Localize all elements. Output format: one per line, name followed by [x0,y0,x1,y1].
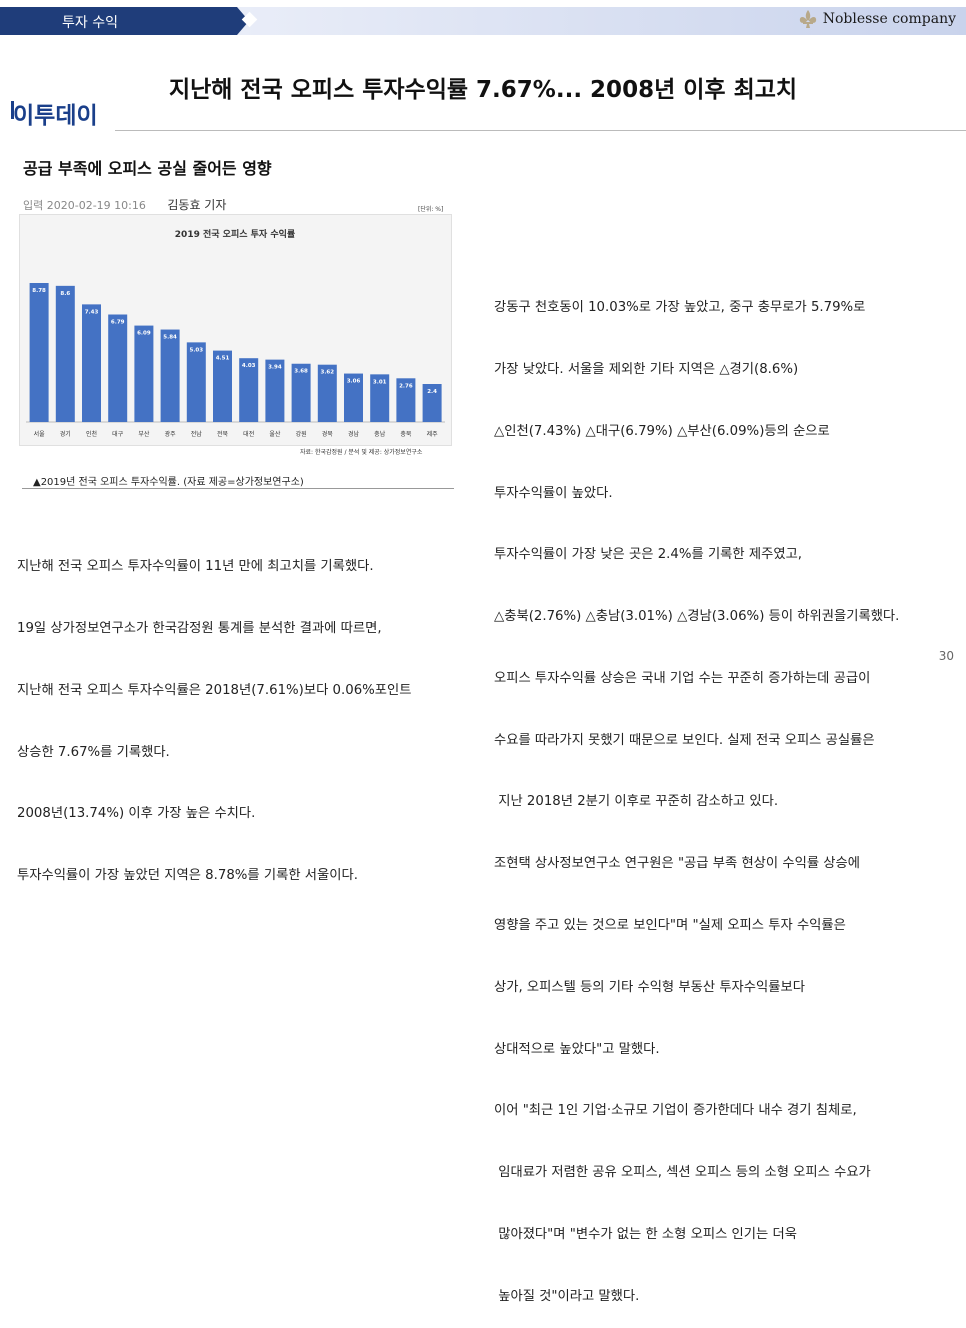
chart-category-label: 광주 [165,431,177,438]
chart-data-label: 5.84 [163,335,177,341]
paragraph-line: 투자수익률이 가장 낮은 곳은 2.4%를 기록한 제주였고, [494,547,803,563]
chart-category-label: 대구 [112,430,124,438]
chart-bar [317,364,337,422]
logo-mark [11,101,14,119]
chart-category-label: 강원 [296,430,307,438]
article-date: 입력 2020-02-19 10:16 [23,199,146,212]
chart-category-label: 인천 [86,430,97,438]
figure-caption: ▲2019년 전국 오피스 투자수익률. (자료 제공=상가정보연구소) [33,477,304,488]
chart-data-label: 8.6 [60,291,70,297]
paragraph-line: △충북(2.76%) △충남(3.01%) △경남(3.06%) 등이 하위권을… [494,609,900,625]
chart-title: 2019 전국 오피스 투자 수익률 [175,228,295,240]
paragraph-line: 수요를 따라가지 못했기 때문으로 보인다. 실제 전국 오피스 공실률은 [494,732,875,748]
bar-chart: 2019 전국 오피스 투자 수익률 8.78 서울 8.6 경기 7.43 인천 6.79… [26,228,445,438]
paragraph-line: 투자수익률이 가장 높았던 지역은 8.78%를 기록한 서울이다. [17,868,358,884]
chart-data-label: 3.01 [373,379,387,385]
article-byline: 입력 2020-02-19 10:16 김동효 기자 [23,196,226,213]
logo-divider [115,130,966,131]
chart-unit: [단위: %] [418,206,444,213]
brand-name: Noblesse company [799,10,956,28]
article-reporter: 김동효 기자 [167,198,227,212]
chart-bar [108,314,128,422]
caption-divider [22,488,454,489]
chart-data-label: 3.94 [268,365,282,371]
paragraph-line: 많아졌다"며 "변수가 없는 한 소형 오피스 인기는 더욱 [494,1226,797,1242]
paragraph-line: 지난해 전국 오피스 투자수익률이 11년 만에 최고치를 기록했다. [17,559,374,575]
chart-category-label: 서울 [34,430,46,438]
chart-bar [265,359,285,422]
section-label: 투자 수익 [62,15,118,31]
brand-text: Noblesse company [822,11,956,27]
paragraph-line: △인천(7.43%) △대구(6.79%) △부산(6.09%)등의 순으로 [494,423,830,439]
paragraph-line: 가장 낮았다. 서울을 제외한 기타 지역은 △경기(8.6%) [494,361,799,377]
chart-category-label: 제주 [427,430,439,438]
article-body-right: 강동구 천호동이 10.03%로 가장 높았고, 중구 충무로가 5.79%로 … [494,257,899,1328]
page-title: 지난해 전국 오피스 투자수익률 7.67%... 2008년 이후 최고치 [168,77,798,103]
paragraph-line: 투자수익률이 높았다. [494,485,613,501]
chart-category-label: 충북 [400,430,412,438]
chart-data-label: 3.06 [347,379,361,385]
chart-bar [29,283,49,422]
chart-bar [344,373,363,422]
chart-category-label: 충남 [374,430,386,438]
chart-source: 자료: 한국감정원 / 분석 및 제공: 상가정보연구소 [300,449,423,456]
chart-data-label: 6.09 [137,331,151,337]
chart-data-label: 3.68 [294,369,308,375]
chart-data-label: 7.43 [85,309,99,315]
chart-bar [213,350,232,422]
article-body-left: 지난해 전국 오피스 투자수익률이 11년 만에 최고치를 기록했다. 19일 … [17,516,412,907]
chart-category-label: 경기 [60,430,71,438]
paragraph-line: 임대료가 저렴한 공유 오피스, 섹션 오피스 등의 소형 오피스 수요가 [494,1165,871,1181]
chart-bar [186,342,206,422]
paragraph-line: 2008년(13.74%) 이후 가장 높은 수치다. [17,806,256,822]
chart-data-label: 4.51 [216,356,230,362]
chart-data-label: 6.79 [111,320,125,326]
paragraph-line: 상대적으로 높았다"고 말했다. [494,1041,660,1057]
chart-bar [422,384,442,422]
chart-category-label: 전남 [191,430,203,438]
paragraph-line: 지난 2018년 2분기 이후로 꾸준히 감소하고 있다. [494,794,779,810]
paragraph-line: 지난해 전국 오피스 투자수익률은 2018년(7.61%)보다 0.06%포인… [17,682,412,698]
chart-bar [370,374,390,422]
paragraph-line: 이어 "최근 1인 기업·소규모 기업이 증가한데다 내수 경기 침체로, [494,1103,857,1119]
chart-bar [396,378,416,422]
chart-category-label: 경북 [322,431,334,438]
chart-category-label: 전북 [217,430,229,438]
chart-data-label: 8.78 [32,288,46,294]
chart-category-label: 부산 [138,430,150,438]
chart-bar [82,304,101,422]
section-tab [0,7,237,35]
chart-bar [55,285,75,422]
article-subheadline: 공급 부족에 오피스 공실 줄어든 영향 [23,159,272,178]
paragraph-line: 상승한 7.67%를 기록했다. [17,744,170,760]
chart-data-label: 5.03 [190,347,204,353]
chart-data-label: 2.76 [399,383,413,389]
paragraph-line: 강동구 천호동이 10.03%로 가장 높았고, 중구 충무로가 5.79%로 [494,300,866,316]
chart-category-label: 경남 [348,430,360,438]
paragraph-line: 높아질 것"이라고 말했다. [494,1288,640,1304]
paragraph-line: 영향을 주고 있는 것으로 보인다"며 "실제 오피스 투자 수익률은 [494,918,846,933]
chart-bar [160,329,180,422]
chart-category-label: 대전 [243,430,254,438]
chart-bar [134,325,154,422]
chart-bar [239,358,259,422]
paragraph-line: 19일 상가정보연구소가 한국감정원 통계를 분석한 결과에 따르면, [17,620,382,636]
paragraph-line: 조현택 상사정보연구소 연구원은 "공급 부족 현상이 수익률 상승에 [494,856,860,872]
chart-data-label: 2.4 [427,389,437,395]
news-logo: 이투데이 [13,103,98,129]
fleur-de-lis-icon [799,10,816,28]
chart-bar [291,363,311,422]
paragraph-line: 오피스 투자수익률 상승은 국내 기업 수는 꾸준히 증가하는데 공급이 [494,670,871,686]
chart-data-label: 3.62 [321,370,335,376]
paragraph-line: 상가, 오피스텔 등의 기타 수익형 부동산 투자수익률보다 [494,979,805,995]
chart-category-label: 울산 [269,430,281,438]
chart-data-label: 4.03 [242,363,256,369]
page-number: 30 [938,649,954,663]
chart-container: 2019 전국 오피스 투자 수익률 8.78 서울 8.6 경기 7.43 인천 6.79… [19,214,452,446]
